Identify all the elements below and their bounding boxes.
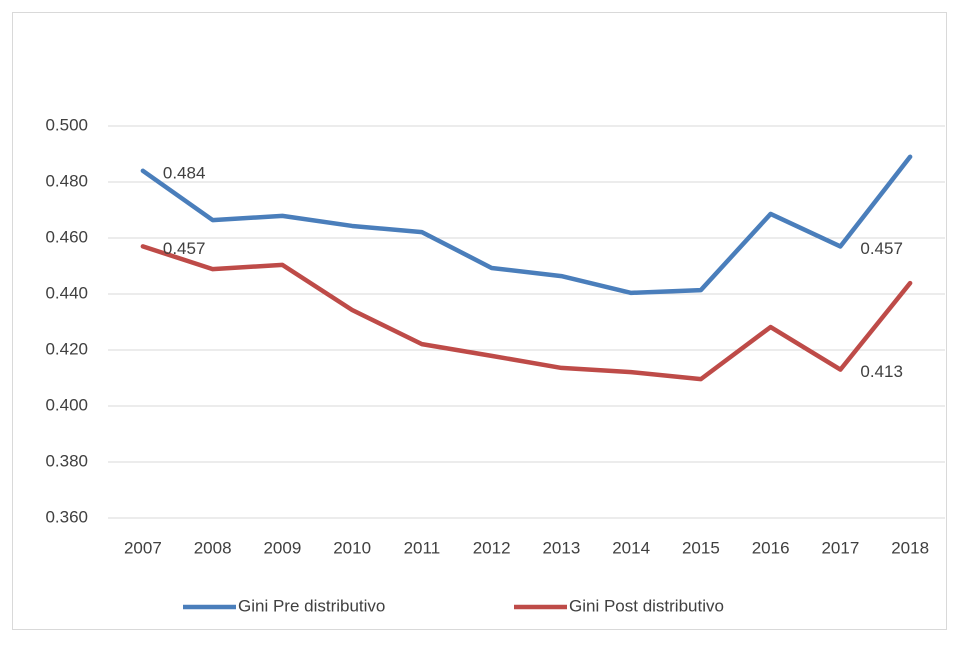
y-tick-label: 0.400 xyxy=(45,395,88,414)
y-tick-label: 0.460 xyxy=(45,227,88,246)
chart-border xyxy=(12,12,947,630)
series-line xyxy=(140,244,913,382)
legend-label: Gini Pre distributivo xyxy=(238,596,385,615)
y-tick-label: 0.360 xyxy=(45,507,88,526)
x-tick-label: 2014 xyxy=(612,538,650,557)
y-tick-label: 0.480 xyxy=(45,171,88,190)
x-tick-label: 2008 xyxy=(194,538,232,557)
x-tick-label: 2007 xyxy=(124,538,162,557)
x-tick-label: 2011 xyxy=(404,538,441,557)
x-tick-label: 2013 xyxy=(542,538,580,557)
x-tick-label: 2017 xyxy=(821,538,859,557)
data-label: 0.484 xyxy=(163,163,206,182)
x-tick-label: 2015 xyxy=(682,538,720,557)
x-tick-label: 2012 xyxy=(473,538,511,557)
x-tick-label: 2009 xyxy=(263,538,301,557)
y-tick-label: 0.440 xyxy=(45,283,88,302)
x-tick-label: 2016 xyxy=(752,538,790,557)
series-line xyxy=(140,154,913,296)
x-tick-label: 2010 xyxy=(333,538,371,557)
y-tick-label: 0.380 xyxy=(45,451,88,470)
y-tick-label: 0.420 xyxy=(45,339,88,358)
data-label: 0.413 xyxy=(860,362,903,381)
data-label: 0.457 xyxy=(163,239,206,258)
legend-label: Gini Post distributivo xyxy=(569,596,724,615)
x-tick-label: 2018 xyxy=(891,538,929,557)
y-tick-label: 0.500 xyxy=(45,115,88,134)
data-label: 0.457 xyxy=(860,239,903,258)
